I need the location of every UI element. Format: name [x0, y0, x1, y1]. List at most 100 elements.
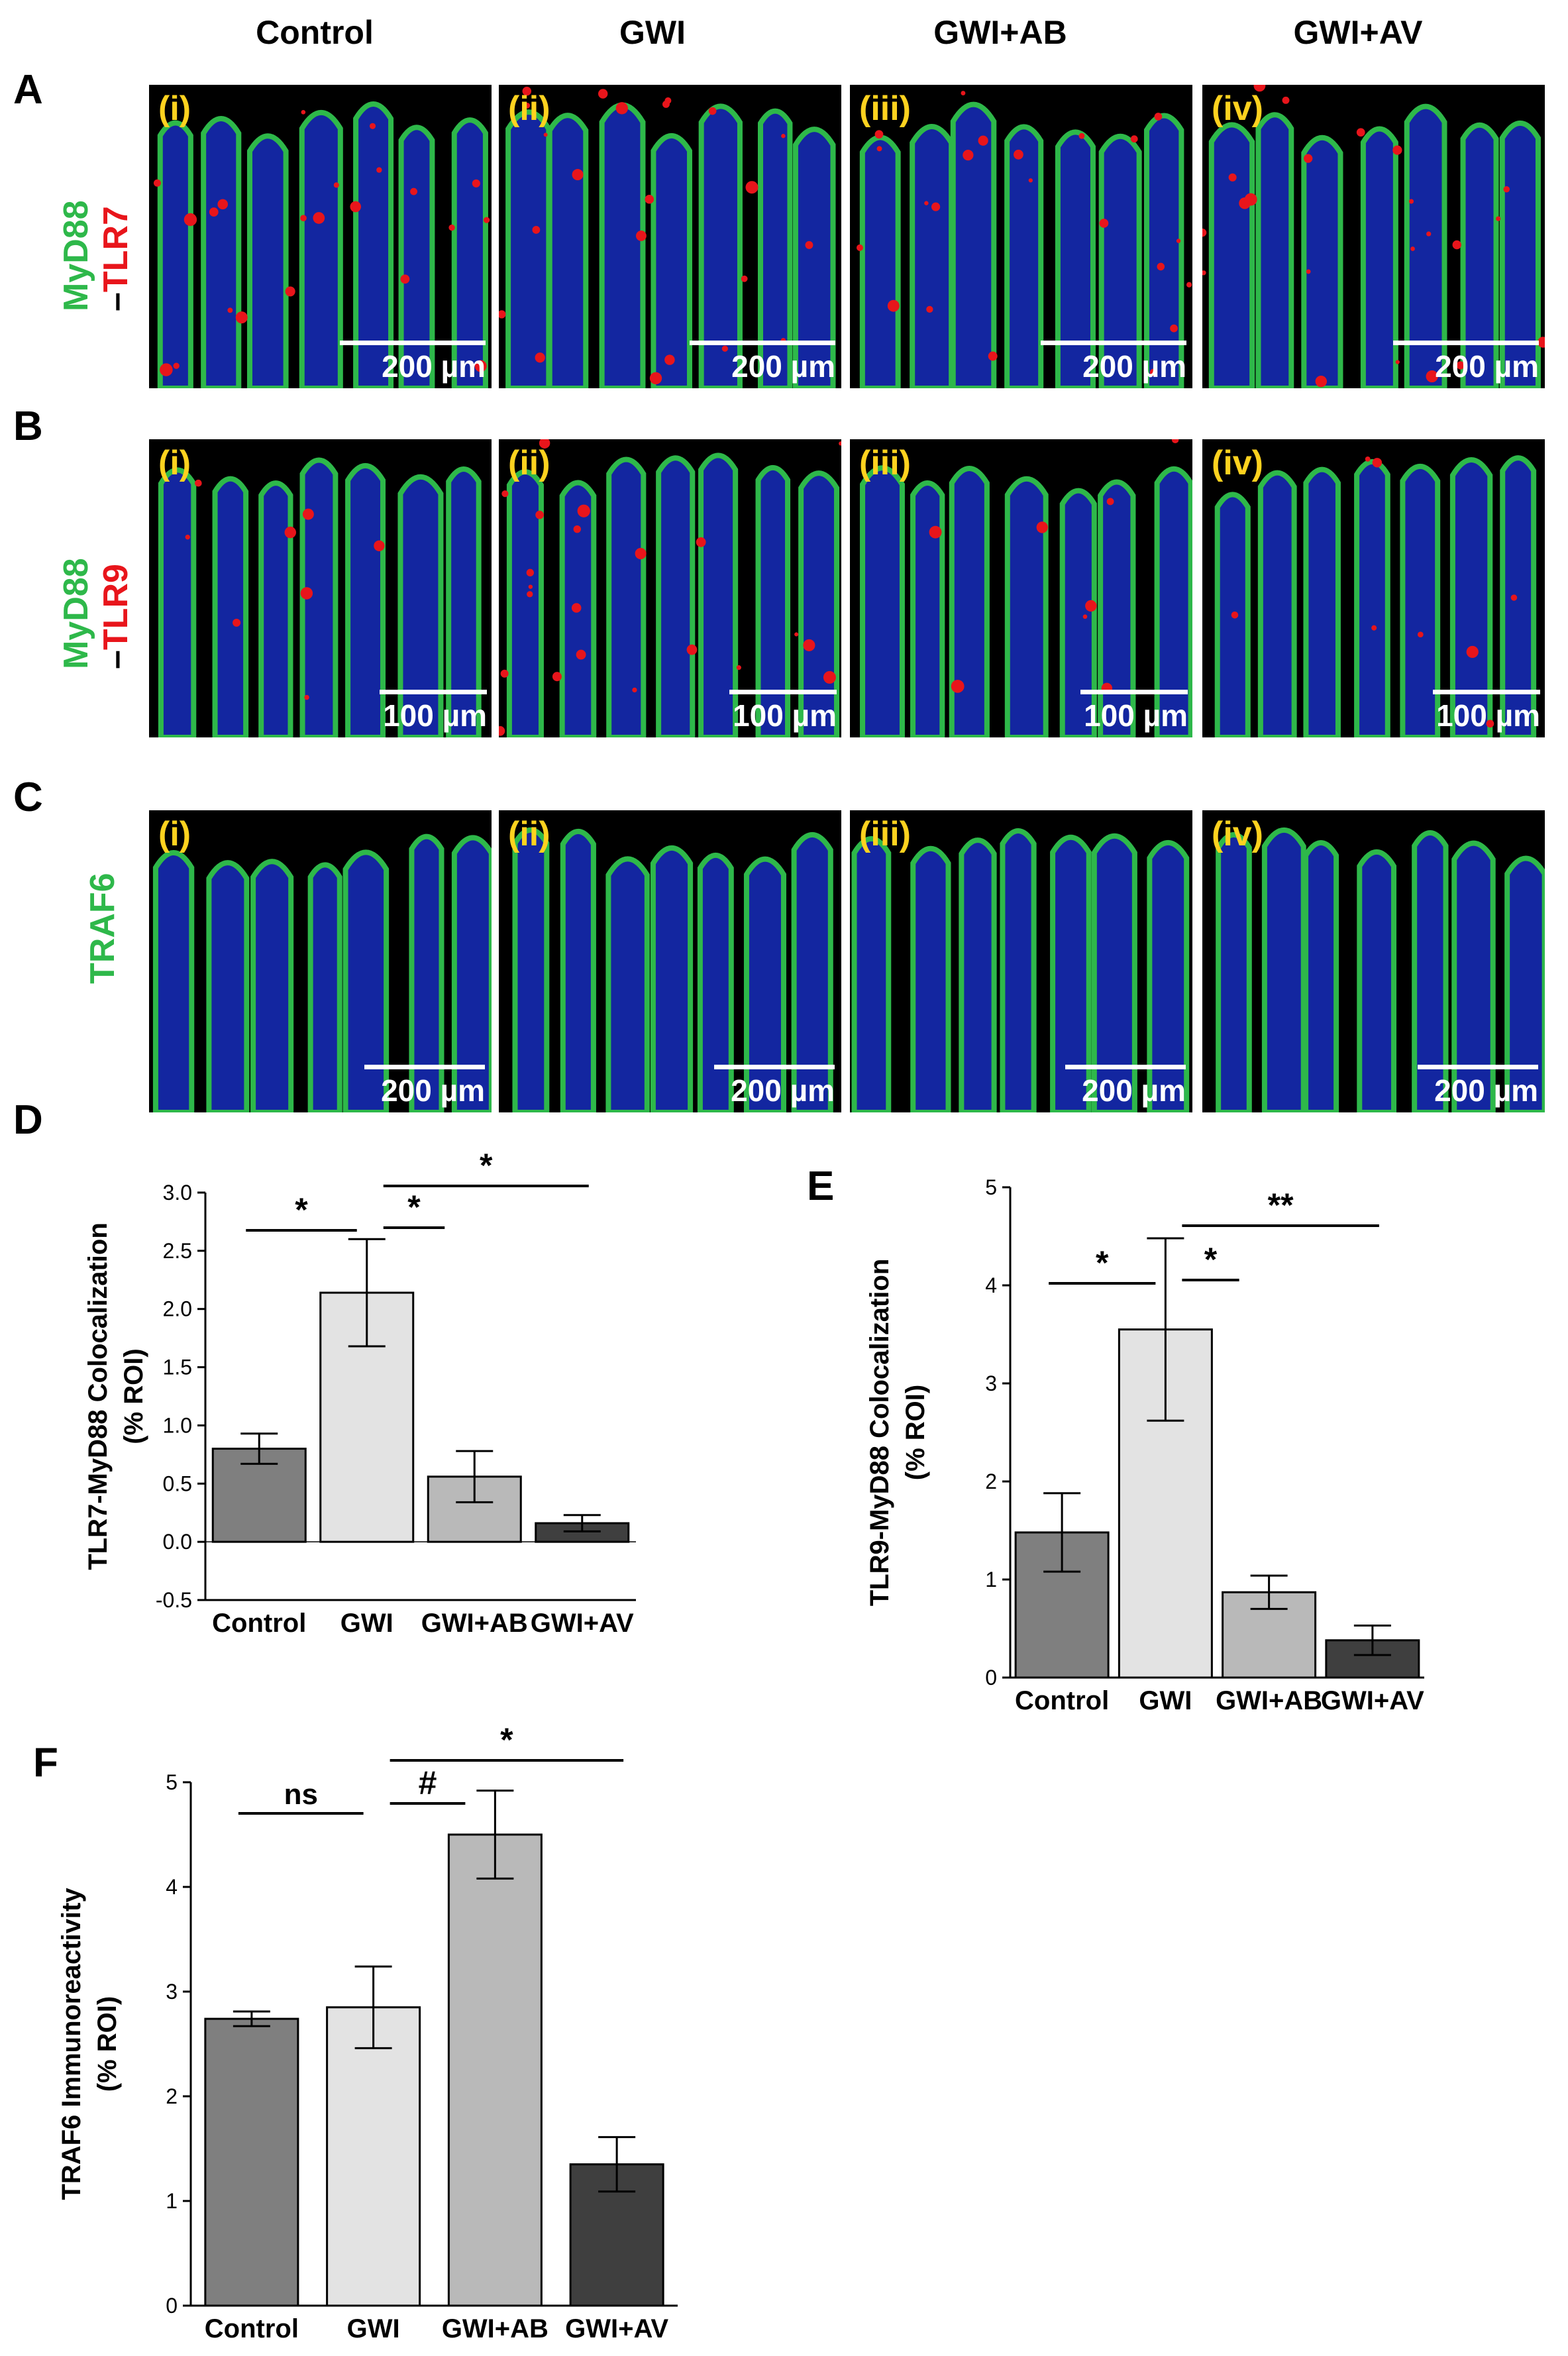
scale-label-b-4: 100 µm	[1436, 698, 1540, 733]
panel-letter-f: F	[33, 1740, 58, 1786]
category-label-d-0: Control	[212, 1609, 306, 1638]
scale-label-b-1: 100 µm	[383, 698, 487, 733]
category-label-d-3: GWI+AV	[531, 1609, 634, 1638]
scale-bar-c-2	[714, 1065, 835, 1069]
scale-label-a-2: 200 µm	[731, 349, 835, 384]
micrograph-a-2: (ii) 200 µm	[499, 85, 841, 388]
row-label-b-green: MyD88	[57, 558, 95, 669]
roman-label-a-3: (iii)	[859, 89, 911, 128]
panel-letter-e: E	[807, 1163, 835, 1209]
y-tick-label-f-5: 5	[166, 1770, 178, 1794]
sig-label-f-2: *	[500, 1723, 513, 1758]
y-axis-label-d-0: TLR7-MyD88 Colocalization	[83, 1222, 113, 1570]
category-label-e-0: Control	[1015, 1686, 1109, 1715]
y-tick-label-f-0: 0	[166, 2294, 178, 2318]
micrograph-b-4: (iv) 100 µm	[1202, 439, 1545, 737]
category-label-f-0: Control	[205, 2314, 299, 2343]
category-label-e-2: GWI+AB	[1216, 1686, 1322, 1715]
scale-bar-a-4	[1393, 341, 1539, 345]
y-axis-label-f-1: (% ROI)	[93, 1996, 122, 2092]
scale-label-b-3: 100 µm	[1084, 698, 1188, 733]
y-tick-label-d-2: 0.5	[163, 1472, 192, 1495]
sig-label-d-2: *	[480, 1147, 493, 1184]
category-label-f-1: GWI	[347, 2314, 400, 2343]
scale-label-b-2: 100 µm	[733, 698, 837, 733]
scale-bar-a-2	[690, 341, 835, 345]
chart-d: -0.5 0.0 0.5 1.0 1.5 2.0 2.5 3.0 Control GWI GWI+A…	[83, 1147, 636, 1638]
category-label-e-1: GWI	[1139, 1686, 1192, 1715]
bar-f-0	[204, 2017, 299, 2307]
row-label-a-2: –TLR7	[96, 206, 136, 311]
scale-bar-c-3	[1065, 1065, 1186, 1069]
y-tick-label-d-1: 0.0	[163, 1530, 192, 1554]
micrograph-b-2: (ii) 100 µm	[499, 439, 841, 737]
y-tick-label-e-4: 4	[985, 1273, 997, 1297]
sig-label-e-2: **	[1268, 1187, 1294, 1224]
category-label-d-2: GWI+AB	[421, 1609, 528, 1638]
row-label-a-green: MyD88	[57, 200, 95, 311]
scale-bar-b-2	[729, 690, 837, 694]
y-tick-label-f-1: 1	[166, 2189, 178, 2213]
y-tick-label-d-0: -0.5	[156, 1588, 192, 1612]
panel-letter-c: C	[13, 775, 43, 820]
column-header-gwi-av: GWI+AV	[1293, 14, 1423, 51]
y-tick-label-d-3: 1.0	[163, 1413, 192, 1437]
category-label-e-3: GWI+AV	[1321, 1686, 1424, 1715]
scale-label-c-1: 200 µm	[381, 1073, 485, 1108]
bar-f-2	[447, 1833, 543, 2307]
roman-label-c-3: (iii)	[859, 815, 911, 853]
sig-label-d-1: *	[407, 1189, 421, 1226]
y-axis-label-e-0: TLR9-MyD88 Colocalization	[865, 1259, 894, 1607]
sig-label-e-0: *	[1096, 1244, 1109, 1281]
scale-label-a-1: 200 µm	[382, 349, 486, 384]
roman-label-b-1: (i)	[158, 444, 191, 482]
row-label-b-dash: –	[97, 650, 135, 669]
row-label-c: TRAF6	[83, 873, 123, 984]
roman-label-c-1: (i)	[158, 815, 191, 853]
chart-f: 0 1 2 3 4 5 Control GWI GWI+AB GWI+AV ns # * TRAF6 Im…	[57, 1723, 678, 2343]
column-header-control: Control	[256, 14, 374, 51]
scale-bar-a-3	[1041, 341, 1186, 345]
bar-f-1	[326, 2006, 421, 2307]
row-label-b-2: –TLR9	[96, 564, 136, 669]
y-tick-label-e-2: 2	[985, 1470, 997, 1493]
micrograph-a-3: (iii) 200 µm	[850, 85, 1192, 388]
scale-label-c-4: 200 µm	[1434, 1073, 1538, 1108]
micrograph-a-1: (i) 200 µm	[149, 85, 492, 388]
sig-label-e-1: *	[1204, 1241, 1218, 1278]
scale-bar-a-1	[340, 341, 486, 345]
row-label-a-red: TLR7	[97, 206, 135, 293]
row-label-b-red: TLR9	[97, 564, 135, 651]
category-label-f-2: GWI+AB	[442, 2314, 549, 2343]
category-label-d-1: GWI	[340, 1609, 393, 1638]
scale-label-c-3: 200 µm	[1082, 1073, 1186, 1108]
row-label-c-green: TRAF6	[83, 873, 122, 984]
y-axis-label-e-1: (% ROI)	[901, 1385, 930, 1480]
y-axis-label-d-1: (% ROI)	[119, 1348, 148, 1444]
column-header-gwi: GWI	[619, 14, 686, 51]
y-tick-label-d-7: 3.0	[163, 1181, 192, 1205]
scale-bar-b-4	[1433, 690, 1540, 694]
micrograph-b-1: (i) 100 µm	[149, 439, 492, 737]
y-tick-label-e-0: 0	[985, 1666, 997, 1689]
micrograph-c-3: (iii) 200 µm	[850, 810, 1192, 1112]
row-label-b: MyD88	[56, 558, 96, 669]
y-tick-label-e-5: 5	[985, 1175, 997, 1199]
sig-label-f-0: ns	[284, 1778, 318, 1811]
roman-label-b-4: (iv)	[1212, 444, 1263, 482]
panel-letter-b: B	[13, 403, 43, 449]
scale-bar-b-3	[1080, 690, 1188, 694]
y-tick-label-f-2: 2	[166, 2084, 178, 2108]
sig-label-f-1: #	[419, 1764, 437, 1801]
row-label-a: MyD88	[56, 200, 96, 311]
scale-bar-c-1	[364, 1065, 485, 1069]
roman-label-b-2: (ii)	[508, 444, 550, 482]
micrograph-c-2: (ii) 200 µm	[499, 810, 841, 1112]
micrograph-b-3: (iii) 100 µm	[850, 439, 1192, 737]
scale-bar-c-4	[1418, 1065, 1538, 1069]
y-tick-label-d-4: 1.5	[163, 1356, 192, 1379]
sig-label-d-0: *	[295, 1191, 308, 1228]
y-axis-label-f-0: TRAF6 Immunoreactivity	[57, 1888, 86, 2200]
scale-bar-b-1	[380, 690, 487, 694]
panel-letter-a: A	[13, 67, 43, 113]
